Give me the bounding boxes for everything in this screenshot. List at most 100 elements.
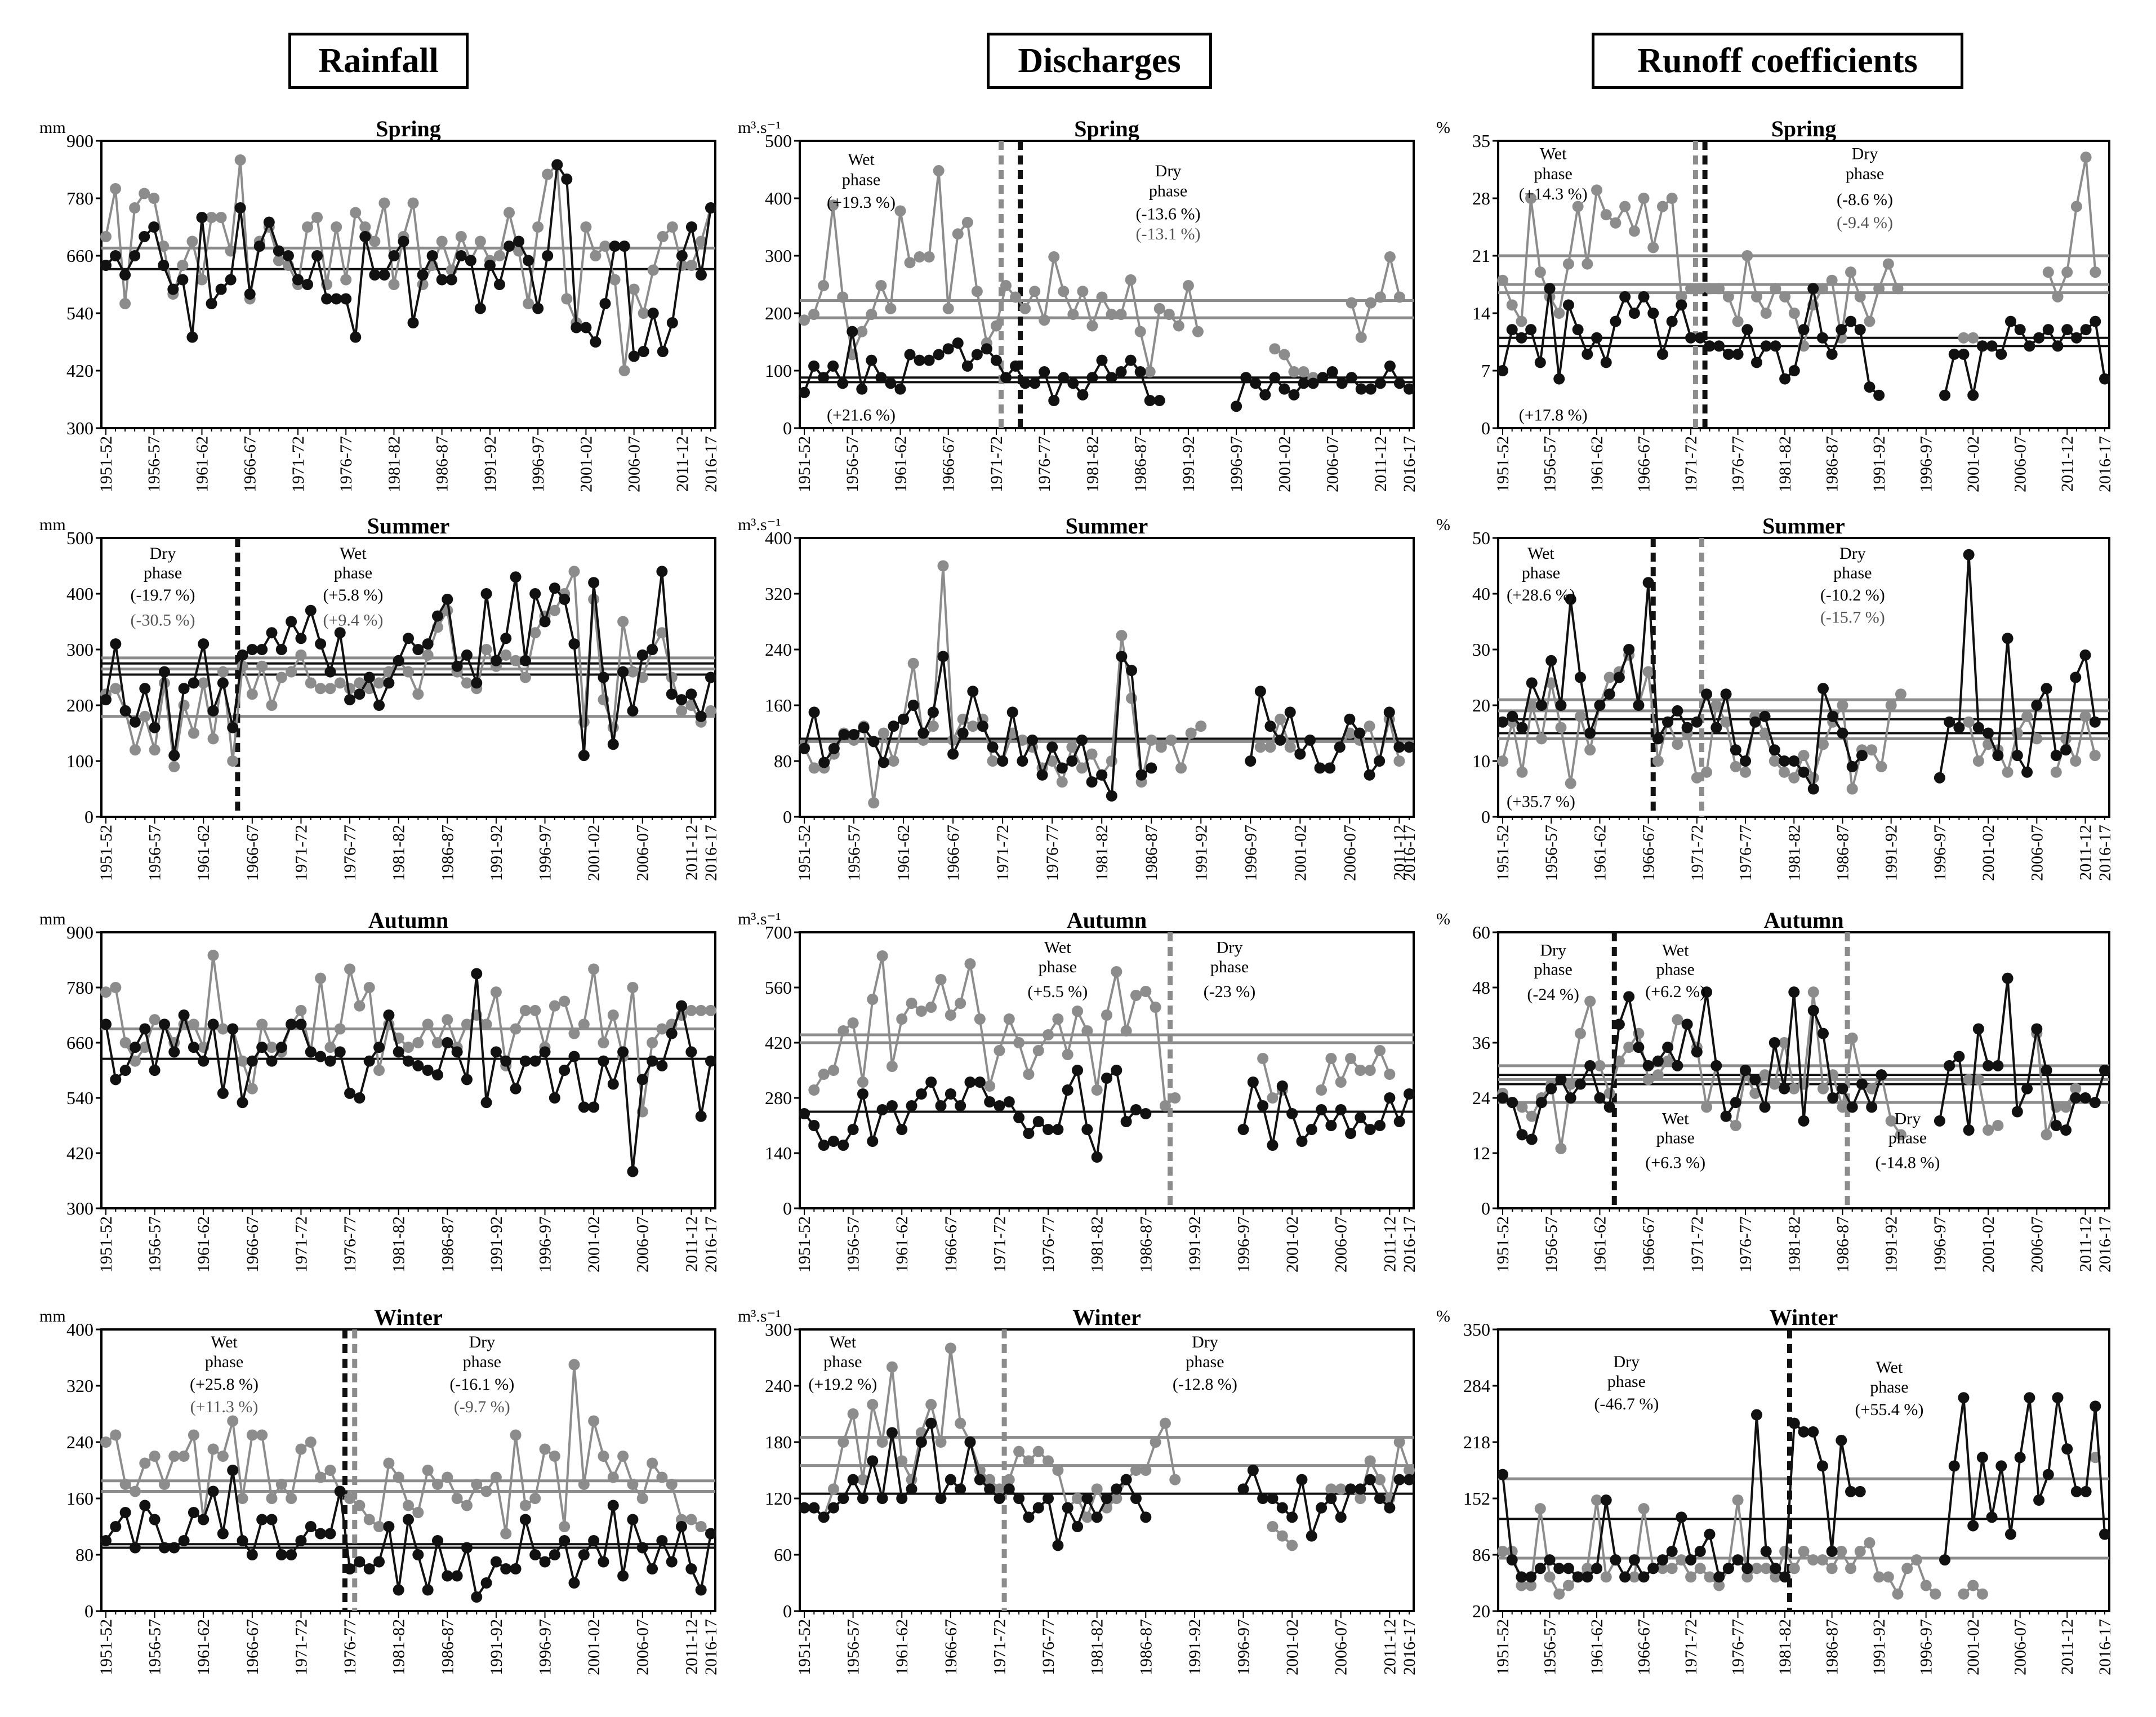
data-point-black — [1346, 372, 1357, 384]
data-point-black — [636, 649, 648, 661]
data-point-black — [1326, 366, 1338, 378]
data-point-black — [1404, 383, 1415, 395]
data-point-gray — [1497, 1545, 1508, 1557]
data-point-black — [2021, 1083, 2033, 1095]
data-point-black — [1628, 308, 1640, 319]
data-point-gray — [1535, 733, 1547, 745]
data-point-black — [1140, 1108, 1152, 1119]
data-point-black — [344, 694, 356, 706]
data-point-gray — [1846, 783, 1858, 795]
x-tick-label: 1961-62 — [894, 825, 913, 881]
data-point-black — [1101, 1493, 1112, 1504]
data-point-gray — [1086, 320, 1098, 332]
data-point-gray — [412, 1507, 424, 1518]
data-point-gray — [1029, 286, 1041, 297]
data-point-black — [1254, 686, 1266, 697]
data-point-black — [617, 666, 629, 678]
data-point-gray — [207, 949, 219, 961]
data-point-gray — [378, 197, 390, 209]
data-point-gray — [914, 251, 925, 263]
data-point-gray — [1146, 734, 1157, 746]
data-point-gray — [1652, 755, 1664, 767]
data-point-gray — [1091, 1483, 1103, 1495]
data-point-gray — [1574, 1027, 1586, 1039]
data-point-black — [964, 1077, 976, 1088]
data-point-gray — [990, 320, 1002, 332]
data-point-black — [2050, 1120, 2062, 1131]
data-point-black — [1032, 1502, 1044, 1514]
data-point-black — [1393, 741, 1405, 753]
data-point-black — [1086, 776, 1098, 788]
data-point-black — [1574, 1078, 1586, 1090]
data-point-black — [1676, 299, 1687, 311]
x-tick-label: 1971-72 — [1688, 825, 1707, 881]
data-point-gray — [1565, 777, 1576, 789]
x-tick-label: 1971-72 — [1682, 436, 1700, 492]
data-point-gray — [1279, 349, 1290, 361]
data-point-gray — [100, 231, 112, 242]
data-point-black — [523, 255, 534, 266]
data-point-black — [1939, 1554, 1951, 1566]
data-point-gray — [568, 1359, 580, 1371]
data-point-black — [1740, 1065, 1752, 1076]
y-tick-label: 240 — [66, 1432, 93, 1452]
data-point-black — [539, 616, 551, 628]
data-point-gray — [403, 1500, 414, 1511]
y-tick-label: 0 — [84, 1601, 93, 1621]
data-point-black — [977, 720, 988, 732]
data-point-black — [1545, 655, 1557, 666]
data-point-black — [1058, 372, 1070, 384]
x-tick-label: 2011-12 — [2077, 825, 2095, 880]
data-point-black — [207, 1018, 219, 1030]
data-point-black — [2002, 972, 2014, 984]
phase-annotation: phase — [205, 1353, 243, 1371]
x-tick-label: 1971-72 — [990, 1216, 1009, 1273]
data-point-black — [1732, 348, 1744, 360]
data-point-black — [1355, 1483, 1366, 1495]
y-unit-label: mm — [39, 910, 66, 928]
data-point-black — [451, 1570, 463, 1582]
data-point-gray — [129, 1485, 141, 1497]
data-point-black — [1506, 1554, 1518, 1566]
y-tick-label: 30 — [1472, 639, 1490, 660]
phase-annotation: (+11.3 %) — [190, 1398, 259, 1416]
data-point-gray — [896, 1455, 908, 1467]
x-tick-label: 2016-17 — [1400, 1216, 1419, 1273]
data-point-gray — [1837, 1101, 1848, 1113]
x-tick-label: 1991-92 — [1192, 825, 1210, 881]
x-tick-label: 1961-62 — [1588, 1619, 1606, 1675]
data-point-black — [2070, 671, 2082, 683]
data-point-black — [1633, 1042, 1645, 1053]
x-tick-label: 1966-67 — [1640, 1216, 1658, 1273]
data-point-black — [627, 1166, 639, 1177]
data-point-gray — [1779, 291, 1791, 303]
data-point-black — [2004, 315, 2016, 327]
x-tick-label: 1991-92 — [1186, 1216, 1204, 1273]
data-point-black — [344, 1563, 356, 1574]
data-point-gray — [1355, 1065, 1366, 1076]
data-point-black — [974, 1474, 986, 1485]
x-tick-label: 1966-67 — [243, 1619, 262, 1675]
data-point-black — [695, 269, 707, 281]
x-tick-label: 2011-12 — [682, 1619, 701, 1675]
data-point-black — [436, 274, 448, 286]
data-point-gray — [1610, 217, 1622, 229]
data-point-black — [2041, 683, 2052, 695]
data-point-gray — [955, 998, 966, 1009]
chart-title: Autumn — [1067, 908, 1147, 933]
x-tick-label: 1976-77 — [1729, 1619, 1748, 1675]
data-point-black — [110, 1521, 122, 1532]
data-point-gray — [422, 1465, 434, 1476]
data-point-gray — [177, 260, 189, 271]
data-point-gray — [1159, 1417, 1171, 1429]
data-point-black — [1856, 750, 1868, 762]
data-point-gray — [984, 1080, 996, 1092]
data-point-gray — [237, 1055, 248, 1067]
data-point-gray — [359, 221, 371, 233]
data-point-black — [510, 1083, 522, 1095]
x-tick-label: 1991-92 — [481, 436, 500, 492]
y-tick-label: 86 — [1472, 1545, 1490, 1565]
data-point-gray — [1574, 710, 1586, 722]
phase-annotation: Wet — [1662, 1109, 1689, 1128]
data-point-black — [599, 298, 611, 309]
